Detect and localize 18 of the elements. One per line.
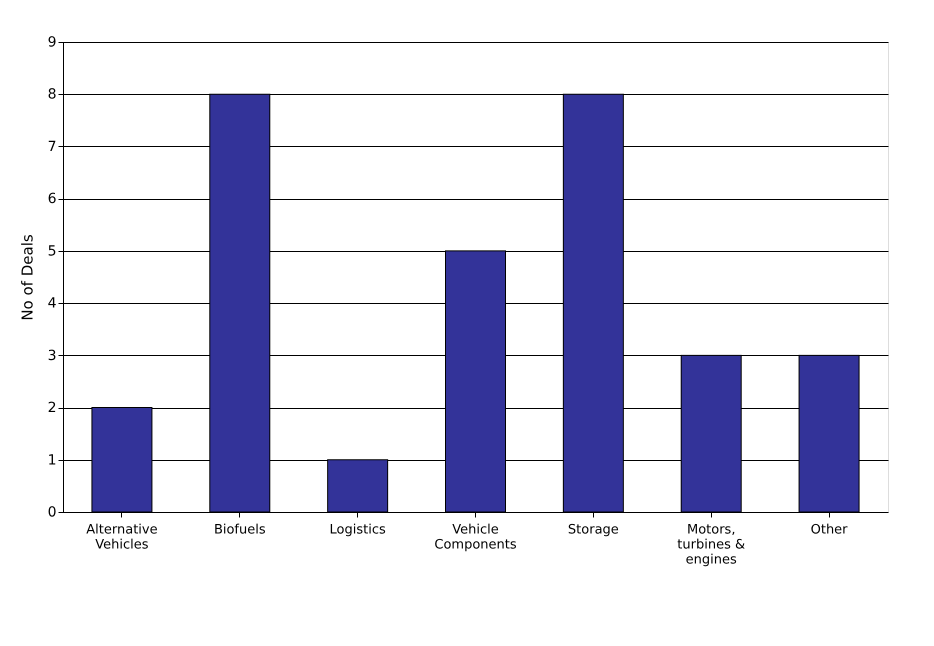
y-axis-title: No of Deals — [18, 234, 37, 321]
x-tick-label: Motors, turbines & engines — [677, 522, 746, 568]
y-tick-label: 7 — [48, 138, 56, 155]
y-tick-label: 2 — [48, 400, 56, 416]
y-tick-label: 8 — [48, 86, 56, 103]
y-tick-label: 3 — [48, 348, 56, 364]
x-tick-label: Vehicle Components — [434, 522, 517, 552]
x-tick-label: Biofuels — [214, 522, 266, 538]
x-tick-label: Storage — [568, 522, 619, 538]
y-tick-label: 5 — [48, 243, 56, 260]
y-tick-label: 1 — [48, 452, 56, 468]
x-tick-label: Other — [810, 522, 848, 538]
y-tick-label: 9 — [48, 34, 56, 50]
y-tick-label: 6 — [48, 191, 57, 208]
y-tick-label: 0 — [48, 504, 56, 520]
x-tick-label: Logistics — [330, 522, 386, 538]
x-tick-label: Alternative Vehicles — [86, 522, 158, 552]
y-tick-label: 4 — [48, 296, 57, 312]
